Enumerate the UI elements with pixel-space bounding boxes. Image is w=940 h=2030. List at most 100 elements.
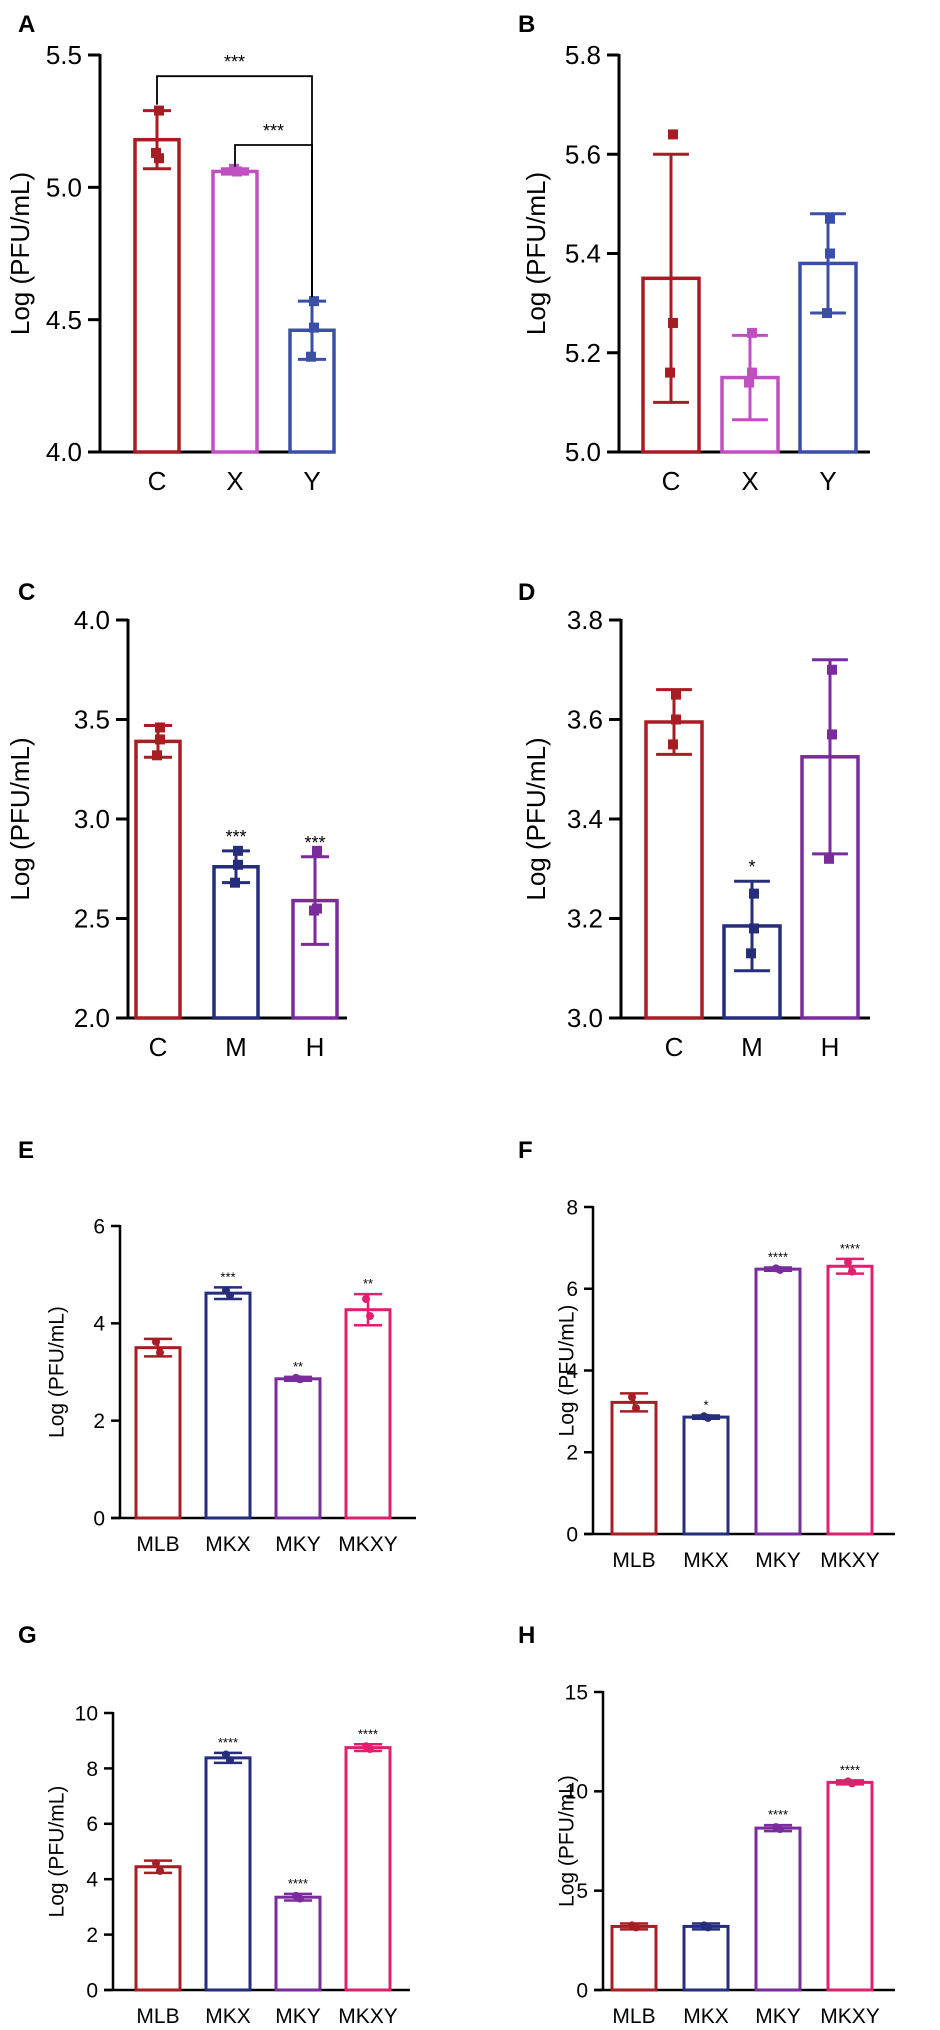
data-point xyxy=(704,1413,712,1422)
data-point xyxy=(671,689,681,700)
x-tick-label: X xyxy=(741,466,758,496)
y-tick-label: 8 xyxy=(566,1196,578,1219)
y-tick-label: 0 xyxy=(576,1979,588,2002)
bar-c xyxy=(644,720,704,1020)
bar-mkx xyxy=(682,1415,730,1536)
x-tick-label: MLB xyxy=(612,2005,655,2028)
data-point xyxy=(154,153,164,164)
data-point xyxy=(309,322,319,333)
y-axis-title: Log (PFU/mL) xyxy=(5,737,35,900)
y-tick-label: 2.5 xyxy=(74,904,110,934)
y-tick-label: 4 xyxy=(93,1313,105,1336)
y-axis-title: Log (PFU/mL) xyxy=(46,1786,69,1918)
y-tick-label: 6 xyxy=(86,1813,98,1836)
x-tick-label: Y xyxy=(819,466,836,496)
panel-label: H xyxy=(518,1622,535,1649)
y-axis-title: Log (PFU/mL) xyxy=(46,1306,69,1438)
bar-mky xyxy=(274,1895,322,1992)
x-tick-label: MKXY xyxy=(338,1533,398,1556)
data-point xyxy=(222,1750,230,1759)
chart-panel-h: H 0 5 10 15 Log (PFU/mL) MLB MKX MKY **** MKXY **** xyxy=(518,1622,895,2028)
y-tick-label: 15 xyxy=(565,1681,588,1704)
bar-mkx xyxy=(204,1291,252,1520)
bar-mkxy xyxy=(344,1746,392,1992)
data-point xyxy=(229,163,239,174)
bar-mlb xyxy=(610,1924,658,1992)
x-tick-label: H xyxy=(306,1032,325,1062)
x-tick-label: Y xyxy=(303,466,320,496)
y-tick-label: 4.5 xyxy=(46,305,82,335)
panel-label: B xyxy=(518,11,535,38)
panel-label: F xyxy=(518,1137,533,1164)
comparison-bracket xyxy=(234,144,313,298)
panel-label: D xyxy=(518,579,535,606)
data-point xyxy=(776,1825,784,1834)
data-point xyxy=(312,845,322,856)
chart-panel-f: F 0 2 4 6 8 Log (PFU/mL) MLB MKX * MKY **** MKXY **** xyxy=(518,1137,895,1572)
y-tick-label: 5 xyxy=(576,1880,588,1903)
data-point xyxy=(824,853,834,864)
significance-label: * xyxy=(703,1397,708,1412)
y-tick-label: 5.4 xyxy=(565,239,601,269)
y-tick-label: 5.2 xyxy=(565,338,601,368)
x-tick-label: M xyxy=(741,1032,763,1062)
data-point xyxy=(152,1859,160,1868)
x-tick-label: MKX xyxy=(205,1533,251,1556)
data-point xyxy=(668,739,678,750)
data-point xyxy=(746,948,756,959)
y-tick-label: 0 xyxy=(86,1979,98,2002)
data-point xyxy=(776,1265,784,1274)
data-point xyxy=(848,1267,856,1276)
data-point xyxy=(156,1348,164,1357)
data-point xyxy=(822,308,832,319)
data-point xyxy=(628,1393,636,1402)
y-tick-label: 2 xyxy=(566,1442,578,1465)
y-tick-label: 5.0 xyxy=(46,172,82,202)
data-point xyxy=(848,1779,856,1788)
x-tick-label: C xyxy=(662,466,681,496)
y-tick-label: 3.5 xyxy=(74,705,110,735)
y-tick-label: 2 xyxy=(86,1924,98,1947)
x-tick-label: MLB xyxy=(136,2005,179,2028)
data-point xyxy=(668,129,678,140)
data-point xyxy=(747,327,757,338)
y-axis-title: Log (PFU/mL) xyxy=(521,172,551,335)
y-axis-title: Log (PFU/mL) xyxy=(5,172,35,335)
x-tick-label: MLB xyxy=(136,1533,179,1556)
y-tick-label: 5.0 xyxy=(565,437,601,467)
chart-panel-e: E 0 2 4 6 Log (PFU/mL) MLB MKX *** MKY ** MKXY ** xyxy=(18,1137,416,1556)
data-point xyxy=(366,1312,374,1321)
bracket-significance: *** xyxy=(224,52,245,72)
x-tick-label: MKY xyxy=(755,2005,801,2028)
bar-mky xyxy=(754,1267,802,1536)
significance-label: **** xyxy=(840,1762,860,1777)
x-tick-label: MKXY xyxy=(820,2005,880,2028)
bar-mlb xyxy=(134,1865,182,1992)
y-tick-label: 10 xyxy=(565,1781,588,1804)
y-tick-label: 2 xyxy=(93,1410,105,1433)
significance-label: **** xyxy=(768,1807,788,1822)
y-tick-label: 3.0 xyxy=(74,804,110,834)
x-tick-label: H xyxy=(821,1032,840,1062)
x-tick-label: MKX xyxy=(205,2005,251,2028)
significance-label: **** xyxy=(768,1249,788,1264)
chart-panel-d: D 3.0 3.2 3.4 3.6 3.8 Log (PFU/mL) C M * H xyxy=(518,579,870,1062)
significance-label: ** xyxy=(363,1276,373,1291)
x-tick-label: MKXY xyxy=(338,2005,398,2028)
data-point xyxy=(152,1337,160,1346)
bar-mlb xyxy=(610,1400,658,1536)
significance-label: *** xyxy=(220,1269,235,1284)
data-point xyxy=(671,714,681,725)
x-tick-label: X xyxy=(226,466,243,496)
data-point xyxy=(827,664,837,675)
y-axis-title: Log (PFU/mL) xyxy=(521,737,551,900)
y-tick-label: 8 xyxy=(86,1758,98,1781)
bar-mky xyxy=(274,1377,322,1520)
x-tick-label: C xyxy=(149,1032,168,1062)
bar-mkxy xyxy=(344,1308,392,1520)
data-point xyxy=(632,1923,640,1932)
bar-mlb xyxy=(134,1346,182,1520)
bracket-significance: *** xyxy=(263,121,284,141)
x-tick-label: MKY xyxy=(275,2005,321,2028)
bar-c xyxy=(133,137,181,454)
